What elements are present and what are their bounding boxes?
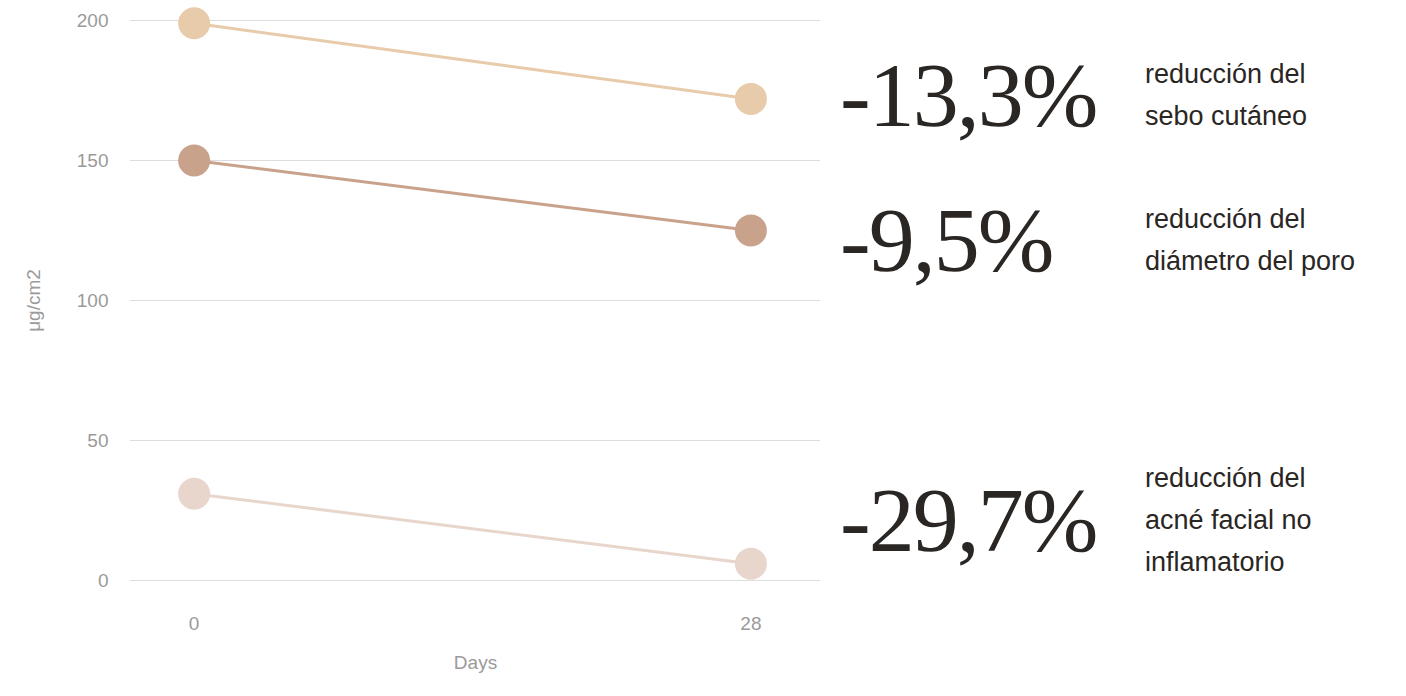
svg-text:150: 150: [77, 150, 109, 171]
html-text:reducción del: reducción del: [1145, 204, 1306, 234]
svg-text:0: 0: [189, 613, 200, 634]
html-text:inflamatorio: inflamatorio: [1145, 547, 1285, 577]
html-text:reducción del: reducción del: [1145, 59, 1306, 89]
html-text:-29,7%: -29,7%: [840, 469, 1097, 571]
html-text:sebo cutáneo: sebo cutáneo: [1145, 101, 1308, 131]
svg-text:100: 100: [77, 290, 109, 311]
html-text:acné facial no: acné facial no: [1145, 505, 1312, 535]
html-text:diámetro del poro: diámetro del poro: [1145, 246, 1356, 276]
svg-text:200: 200: [77, 10, 109, 31]
svg-text:μg/cm2: μg/cm2: [23, 269, 44, 332]
svg-text:28: 28: [740, 613, 761, 634]
html-text:-9,5%: -9,5%: [840, 189, 1053, 291]
html-text:-13,3%: -13,3%: [840, 44, 1097, 146]
svg-text:Days: Days: [454, 652, 497, 673]
svg-text:0: 0: [98, 570, 109, 591]
html-text:reducción del: reducción del: [1145, 463, 1306, 493]
svg-text:50: 50: [87, 430, 108, 451]
